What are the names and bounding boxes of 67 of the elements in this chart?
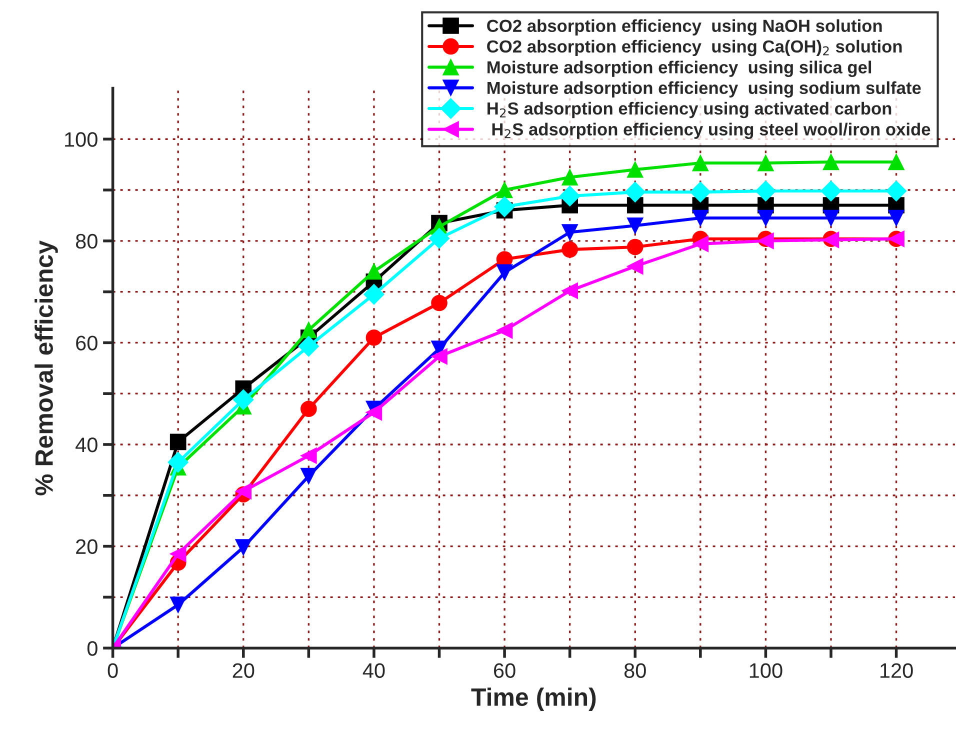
point: [300, 468, 317, 484]
point: [692, 210, 709, 226]
legend-label: Moisture adsorption efficiency using sodium sulfate: [488, 81, 921, 98]
point: [300, 322, 317, 338]
point: [496, 322, 513, 339]
point: [562, 282, 578, 299]
point: [886, 180, 907, 202]
point: [366, 329, 382, 346]
point: [170, 546, 186, 562]
point: [300, 400, 317, 418]
x-tick-label: 120: [880, 663, 913, 678]
point: [624, 182, 646, 202]
y-tick-label: 80: [76, 234, 98, 249]
point: [366, 263, 382, 280]
point: [626, 238, 644, 256]
point: [494, 196, 515, 218]
point: [692, 154, 709, 172]
point: [428, 228, 450, 249]
point: [298, 336, 320, 357]
point: [559, 186, 580, 206]
legend-label: CO2 absorption efficiency using Ca(OH)$_{2}$ solution: [487, 40, 902, 56]
y-tick-label: 100: [65, 132, 98, 147]
x-tick-label: 40: [362, 663, 385, 678]
point: [366, 404, 382, 421]
point: [820, 180, 842, 202]
point: [692, 236, 709, 252]
point: [626, 217, 644, 234]
point: [300, 448, 317, 464]
legend-label: H$_{2}$S adsorption efficiency using activated carbon: [488, 102, 892, 118]
point: [562, 224, 578, 240]
point: [168, 452, 188, 473]
x-tick-label: 80: [624, 663, 646, 678]
y-tick-label: 0: [87, 641, 98, 656]
y-tick-label: 20: [76, 539, 98, 554]
point: [364, 284, 384, 305]
point: [758, 210, 774, 226]
point: [626, 161, 644, 178]
point: [888, 210, 904, 226]
point: [170, 596, 186, 613]
point: [822, 210, 840, 226]
point: [755, 180, 776, 202]
point: [562, 241, 578, 258]
point: [888, 154, 904, 170]
point: [822, 154, 840, 170]
point: [626, 258, 644, 275]
y-tick-label: 60: [76, 336, 98, 350]
legend-label: Moisture adsorption efficiency using silica gel: [488, 60, 872, 77]
y-tick-label: 40: [76, 437, 98, 452]
point: [170, 434, 186, 450]
x-tick-label: 100: [750, 663, 782, 678]
x-axis-title: Time (min): [471, 688, 596, 711]
point: [431, 294, 448, 312]
point: [690, 182, 711, 202]
legend-label: CO2 absorption efficiency using NaOH solution: [487, 19, 882, 36]
point: [496, 182, 513, 198]
point: [496, 264, 513, 281]
y-axis-title: % Removal efficiency: [34, 240, 58, 496]
x-tick-label: 0: [108, 663, 118, 678]
point: [431, 348, 448, 365]
x-tick-label: 20: [232, 663, 254, 678]
point: [235, 483, 252, 500]
point: [233, 389, 254, 410]
point: [758, 154, 774, 172]
point: [562, 169, 578, 186]
x-tick-label: 60: [494, 663, 516, 678]
legend-label: H$_{2}$S adsorption efficiency using steel wool/iron oxide: [492, 122, 930, 139]
point: [235, 539, 252, 556]
